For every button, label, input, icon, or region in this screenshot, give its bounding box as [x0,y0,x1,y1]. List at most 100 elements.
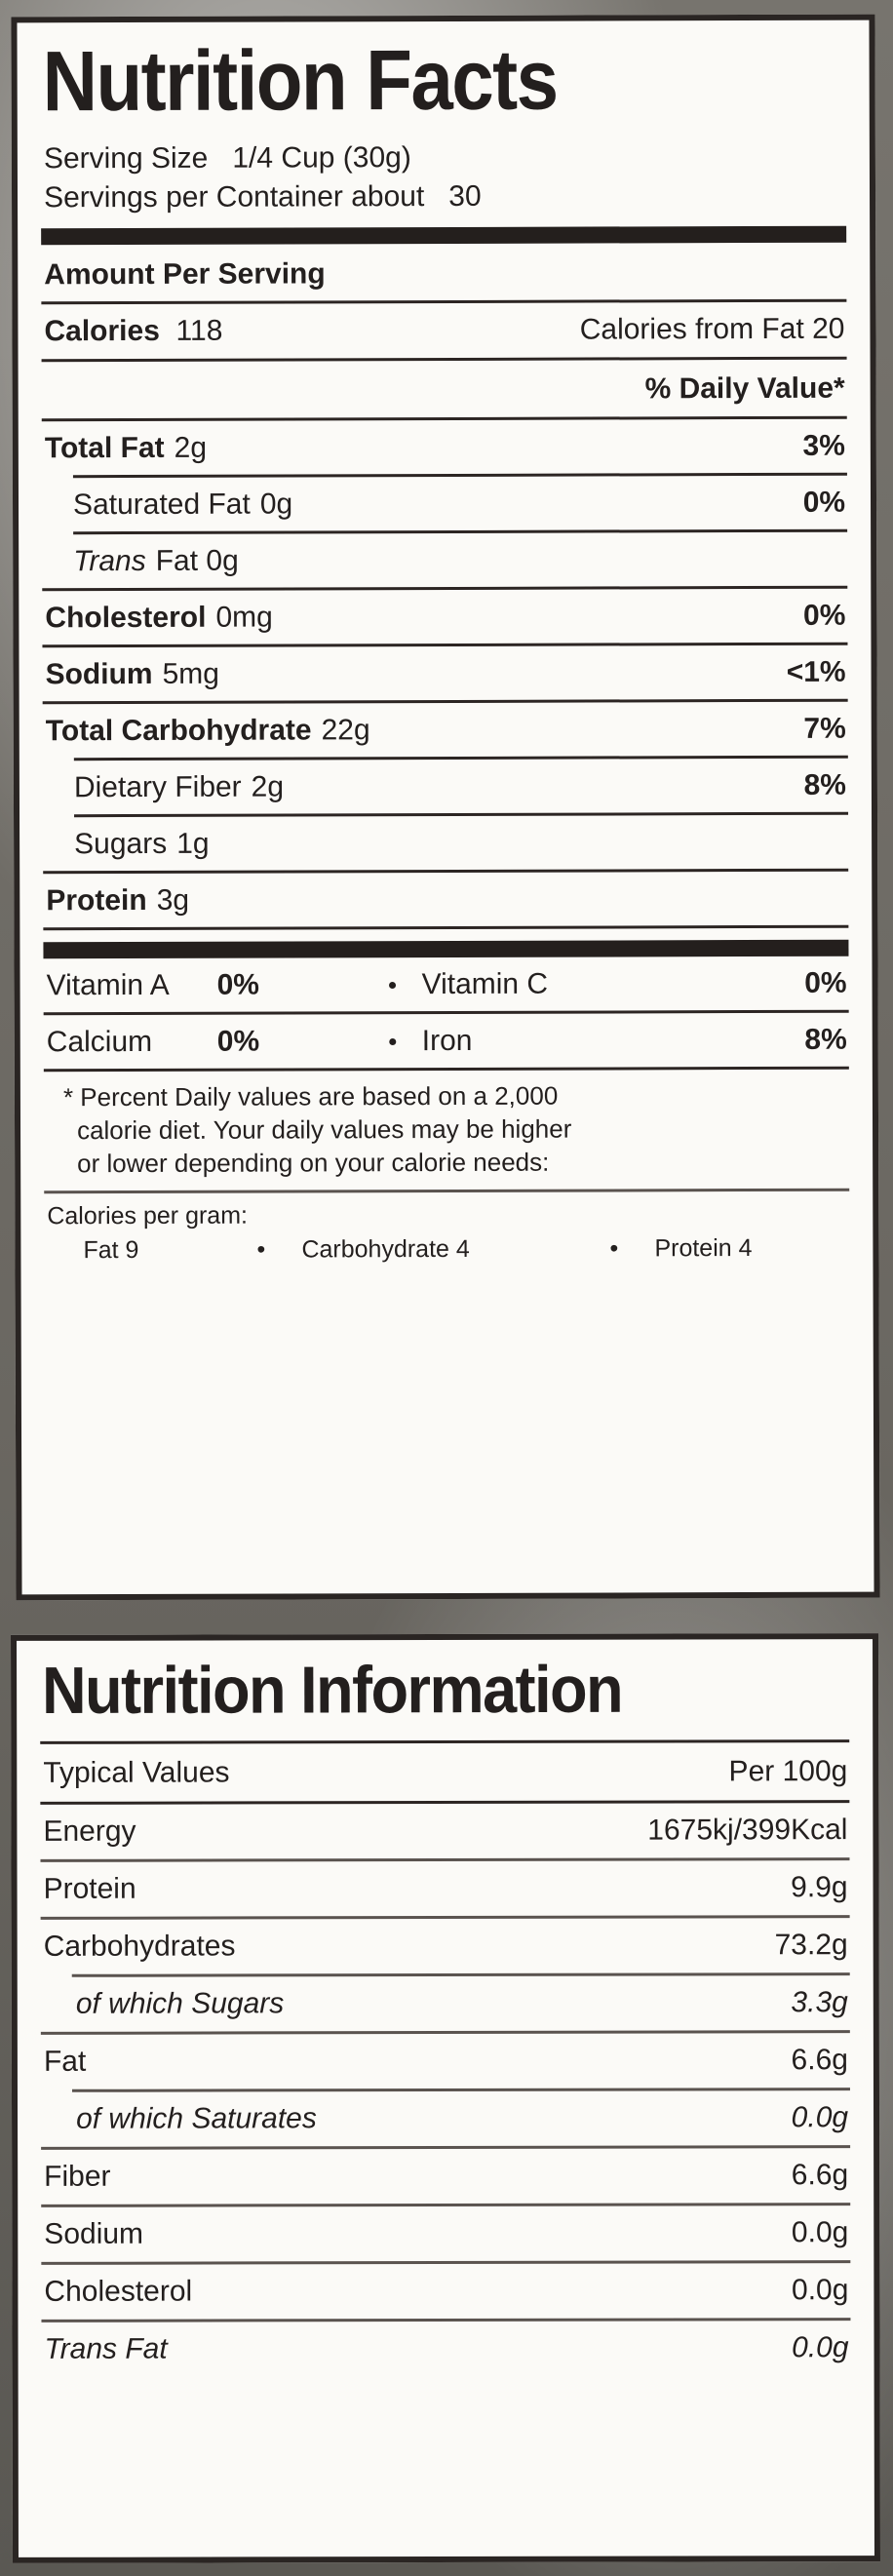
vitamin-row: Calcium 0% • Iron 8% [44,1013,849,1070]
nutrient-amount: 0g [259,488,293,521]
info-row-value: 6.6g [791,2044,848,2077]
info-rows: Energy 1675kj/399Kcal Protein 9.9g Carbohydr… [40,1803,851,2377]
vitamin-rows: Vitamin A 0% • Vitamin C 0% Calcium 0% • Iron 8% [43,956,849,1073]
info-row: of which Sugars 3.3g [41,1975,850,2032]
info-row-value: 9.9g [791,1871,848,1904]
info-row-value: 0.0g [791,2274,849,2307]
nutrient-row: Sugars 1g [43,815,848,872]
info-row: of which Saturates 0.0g [41,2090,850,2147]
info-row-label: Sodium [44,2217,144,2250]
nutrient-daily-value: 0% [802,486,846,520]
info-row-label: of which Sugars [75,1987,285,2020]
nutrient-label-group: Trans Fat 0g [73,545,239,579]
nutrient-name: Total Carbohydrate [45,714,312,748]
nutrient-amount: 1g [176,827,210,861]
nutrition-information-title: Nutrition Information [42,1653,623,1729]
nutrient-row: Total Fat 2g 3% [42,419,847,476]
info-row-label: of which Saturates [76,2102,317,2135]
nutrient-amount: 2g [251,770,285,803]
nutrient-name: Sugars [74,828,168,861]
info-row: Energy 1675kj/399Kcal [40,1803,849,1859]
bullet-icon: • [388,1027,398,1057]
nutrient-row: Protein 3g [43,872,848,928]
info-row-value: 0.0g [791,2216,849,2249]
vitamin-percent: 0% [804,966,847,1000]
serving-size-line: Serving Size 1/4 Cup (30g) [44,137,846,178]
info-row: Fat 6.6g [41,2033,850,2089]
nutrient-amount: 2g [174,431,208,465]
serving-size-value: 1/4 Cup (30g) [232,141,411,175]
nutrient-name: Trans [73,545,146,578]
servings-per-container-line: Servings per Container about 30 [44,176,846,216]
footnote-line-1: * Percent Daily values are based on a 2,… [62,1080,559,1112]
nutrient-name: Protein [46,884,147,917]
calories-per-gram-row: Fat 9 • Carbohydrate 4 • Protein 4 [44,1228,849,1265]
nutrient-row: Cholesterol 0mg 0% [42,589,847,645]
footnote-line-2: calorie diet. Your daily values may be h… [76,1113,572,1146]
nutrient-name: Dietary Fiber [73,770,242,804]
info-row-value: 0.0g [792,2331,849,2364]
vitamin-percent: 0% [216,968,259,1001]
nutrient-label-group: Total Fat 2g [45,432,207,466]
serving-info-block: Serving Size 1/4 Cup (30g) Servings per … [41,137,846,217]
info-table-header: Typical Values Per 100g [40,1742,849,1802]
info-row-value: 6.6g [791,2159,849,2192]
nutrient-row: Sodium 5mg <1% [42,645,847,702]
info-row-value: 3.3g [791,1986,848,2019]
vitamin-name: Vitamin C [421,967,549,1001]
calories-from-fat: Calories from Fat 20 [579,312,845,346]
nutrient-row: Dietary Fiber 2g 8% [43,759,848,815]
vitamin-name: Iron [421,1025,473,1058]
bullet-icon: • [387,970,398,1000]
calories-per-gram-label: Calories per gram: [47,1201,248,1229]
nutrient-amount: Fat 0g [155,544,239,578]
calories-label: Calories [44,315,160,348]
cpg-fat: Fat 9 [83,1235,139,1264]
typical-values-label: Typical Values [43,1756,230,1789]
bullet-icon: • [256,1235,266,1264]
daily-value-footnote: * Percent Daily values are based on a 2,… [44,1070,849,1190]
info-row: Trans Fat 0.0g [41,2321,850,2377]
nutrient-amount: 5mg [162,657,219,691]
per-100g-label: Per 100g [728,1755,848,1788]
nutrient-name: Cholesterol [45,601,207,635]
vitamin-row: Vitamin A 0% • Vitamin C 0% [43,956,848,1013]
daily-value-header: % Daily Value* [644,371,845,406]
nutrient-label-group: Total Carbohydrate 22g [46,714,370,748]
vitamin-percent: 8% [804,1023,847,1057]
nutrient-name: Total Fat [44,432,165,465]
vitamin-name: Calcium [46,1026,153,1059]
info-row: Protein 9.9g [40,1860,849,1917]
info-row: Sodium 0.0g [41,2205,850,2262]
info-row: Carbohydrates 73.2g [41,1918,850,1974]
nutrient-daily-value: 3% [802,429,845,463]
nutrient-rows: Total Fat 2g 3% Saturated Fat 0g 0% Trans Fat 0… [42,419,849,931]
info-row-label: Carbohydrates [43,1930,236,1963]
nutrient-amount: 0mg [215,601,273,634]
calories-label-group: Calories 118 [44,315,222,349]
info-row-label: Fat [43,2045,87,2078]
calories-row: Calories 118 Calories from Fat 20 [41,302,846,360]
nutrient-amount: 3g [156,884,190,917]
amount-per-serving-label: Amount Per Serving [44,257,326,292]
nutrient-label-group: Sodium 5mg [46,658,219,692]
info-row: Fiber 6.6g [41,2148,850,2205]
bullet-icon: • [609,1234,619,1263]
nutrition-facts-panel: Nutrition Facts Serving Size 1/4 Cup (30… [11,14,880,1601]
nutrient-label-group: Saturated Fat 0g [73,488,292,523]
info-row-value: 0.0g [791,2101,849,2134]
nutrient-row: Total Carbohydrate 22g 7% [43,702,848,759]
cpg-protein: Protein 4 [654,1233,753,1262]
nutrition-facts-title: Nutrition Facts [42,31,558,130]
info-row-label: Fiber [44,2160,111,2193]
servings-per-container-value: 30 [448,179,482,213]
info-row-label: Energy [43,1815,136,1848]
vitamin-percent: 0% [216,1025,260,1058]
info-row-label: Protein [43,1872,136,1905]
nutrient-amount: 22g [321,714,370,747]
footnote-line-3: or lower depending on your calorie needs… [77,1147,550,1178]
serving-size-label: Serving Size [43,141,209,176]
servings-per-container-label: Servings per Container about [43,179,425,214]
nutrient-label-group: Cholesterol 0mg [45,602,272,636]
info-row-label: Cholesterol [44,2275,193,2308]
